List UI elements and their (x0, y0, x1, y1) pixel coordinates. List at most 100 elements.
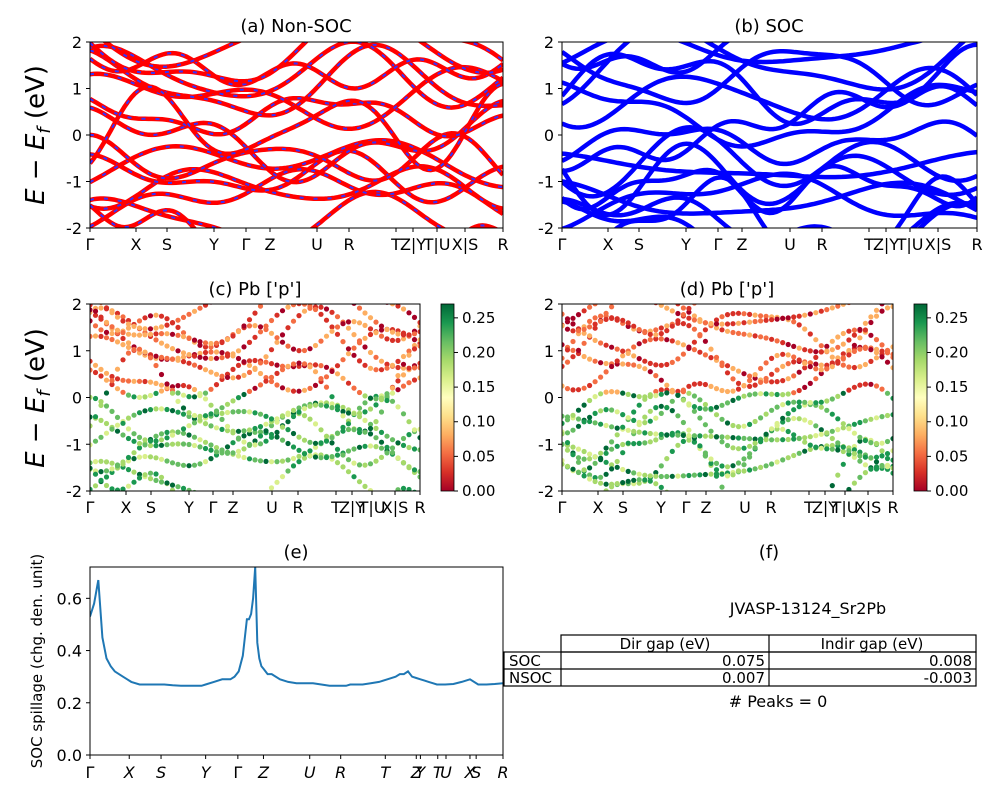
projection-point (136, 434, 143, 440)
projection-point (263, 359, 269, 365)
projection-point (686, 433, 692, 439)
projection-point (356, 410, 363, 416)
projection-point (318, 304, 324, 310)
panel-c-colorbar-ticks: 0.000.050.100.150.200.25 (454, 309, 495, 500)
projection-point (664, 405, 670, 411)
projection-point (791, 503, 796, 508)
xtick-label: R (971, 235, 982, 254)
projection-point (879, 440, 885, 446)
projection-point (752, 375, 758, 381)
projection-point (158, 382, 165, 388)
projection-point (329, 405, 335, 411)
projection-point (780, 351, 786, 357)
projection-point (378, 429, 385, 435)
projection-point (142, 378, 148, 385)
projection-point (758, 415, 764, 421)
projection-point (246, 431, 253, 437)
ytick-label: 1 (72, 342, 82, 361)
projection-point (581, 308, 587, 314)
projection-point (334, 314, 341, 320)
projection-point (180, 441, 187, 447)
projection-point (791, 359, 797, 365)
projection-point (587, 324, 593, 330)
projection-point (186, 413, 192, 419)
projection-point (329, 309, 335, 315)
xtick-label: T (863, 235, 874, 254)
projection-point (400, 361, 407, 367)
projection-point (747, 311, 753, 317)
projection-point (647, 430, 653, 437)
xtick-label: T|U (831, 498, 859, 517)
projection-point (169, 390, 176, 396)
projection-point (620, 450, 626, 456)
xtick-label: X|S (452, 235, 479, 254)
projection-point (257, 429, 264, 435)
projection-point (570, 427, 576, 433)
projection-point (702, 401, 709, 408)
projection-point (708, 471, 714, 477)
projection-point (197, 393, 203, 399)
projection-point (785, 411, 791, 417)
projection-point (763, 431, 769, 437)
projection-point (351, 319, 357, 325)
projection-point (647, 337, 653, 343)
projection-point (351, 460, 357, 466)
projection-point (614, 346, 620, 352)
xtick-label: T (330, 498, 341, 517)
projection-point (191, 337, 198, 343)
projection-point (406, 419, 412, 425)
projection-point (581, 340, 587, 346)
projection-point (609, 439, 615, 445)
projection-point (247, 502, 252, 507)
projection-point (329, 440, 335, 446)
projection-point (235, 374, 242, 380)
projection-point (879, 354, 885, 360)
projection-point (807, 434, 813, 440)
projection-point (609, 344, 615, 350)
projection-point (752, 333, 758, 339)
projection-point (268, 330, 275, 336)
projection-point (862, 327, 869, 333)
projection-point (562, 413, 565, 419)
projection-point (702, 338, 709, 344)
projection-point (818, 370, 824, 377)
projection-point (142, 349, 148, 355)
projection-point (307, 364, 313, 370)
projection-point (840, 330, 846, 337)
projection-point (334, 363, 341, 369)
projection-point (147, 326, 154, 332)
projection-point (824, 446, 830, 452)
xtick-label: Γ (86, 498, 95, 517)
projection-point (724, 370, 731, 376)
projection-point (324, 281, 329, 286)
projection-point (406, 310, 412, 316)
xtick-label: T (803, 498, 814, 517)
projection-point (802, 260, 807, 265)
projection-point (581, 419, 587, 425)
projection-point (735, 446, 742, 452)
projection-point (230, 409, 236, 415)
projection-point (351, 352, 357, 358)
projection-point (257, 433, 264, 439)
projection-point (191, 434, 198, 440)
projection-point (246, 369, 253, 375)
projection-point (296, 523, 301, 528)
projection-point (246, 323, 253, 329)
projection-point (587, 397, 593, 404)
projection-point (290, 430, 297, 437)
projection-point (147, 470, 154, 476)
projection-point (592, 460, 598, 466)
projection-point (609, 407, 615, 413)
projection-point (373, 492, 378, 497)
projection-point (197, 417, 203, 423)
projection-point (592, 420, 598, 426)
projection-point (564, 463, 571, 469)
projection-point (147, 454, 154, 460)
projection-point (873, 337, 880, 343)
projection-point (274, 312, 280, 318)
projection-point (603, 471, 609, 477)
projection-point (312, 362, 319, 368)
projection-point (686, 427, 692, 433)
projection-point (609, 363, 615, 370)
projection-point (395, 378, 401, 384)
